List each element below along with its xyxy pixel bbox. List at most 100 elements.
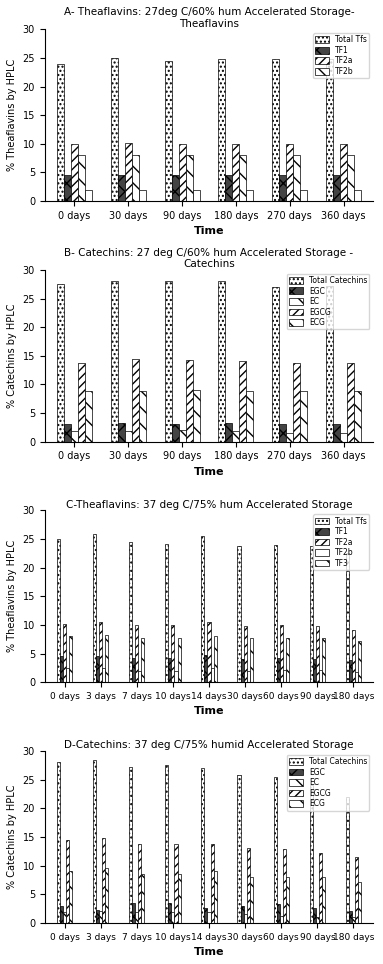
Bar [66, 668, 69, 683]
Bar [293, 362, 300, 442]
Bar [214, 636, 217, 683]
Bar [286, 637, 289, 683]
Bar [346, 797, 349, 923]
Bar [246, 391, 254, 442]
Bar [349, 660, 352, 683]
Bar [138, 844, 141, 923]
Bar [226, 175, 232, 201]
Bar [347, 155, 354, 201]
Bar [247, 848, 250, 923]
Bar [211, 844, 214, 923]
Bar [226, 423, 232, 442]
Bar [99, 911, 102, 923]
Bar [165, 544, 168, 683]
Bar [283, 670, 286, 683]
Bar [69, 636, 72, 683]
Bar [186, 155, 193, 201]
Bar [171, 625, 174, 683]
Bar [250, 877, 253, 923]
Bar [310, 546, 313, 683]
Bar [280, 625, 283, 683]
Bar [141, 874, 144, 923]
Bar [132, 902, 135, 923]
Bar [340, 144, 347, 201]
Title: D-Catechins: 37 deg C/75% humid Accelerated Storage: D-Catechins: 37 deg C/75% humid Accelera… [64, 740, 354, 750]
Bar [99, 622, 102, 683]
Title: B- Catechins: 27 deg C/60% hum Accelerated Storage -
Catechins: B- Catechins: 27 deg C/60% hum Accelerat… [64, 248, 354, 269]
Bar [277, 658, 280, 683]
Bar [201, 536, 205, 683]
Bar [71, 144, 78, 201]
Bar [349, 911, 352, 923]
Bar [60, 905, 63, 923]
Bar [57, 763, 60, 923]
Bar [300, 190, 307, 201]
Bar [193, 390, 200, 442]
Bar [118, 175, 125, 201]
Bar [214, 871, 217, 923]
Bar [78, 362, 85, 442]
Bar [132, 657, 135, 683]
Bar [193, 190, 200, 201]
Bar [277, 904, 280, 923]
Bar [125, 431, 132, 442]
Bar [250, 637, 253, 683]
Bar [172, 424, 178, 442]
Bar [172, 175, 178, 201]
Bar [247, 671, 250, 683]
Bar [300, 391, 307, 442]
Legend: Total Tfs, TF1, TF2a, TF2b, TF3: Total Tfs, TF1, TF2a, TF2b, TF3 [313, 514, 370, 570]
Bar [244, 914, 247, 923]
Bar [286, 144, 293, 201]
Bar [105, 869, 108, 923]
Bar [141, 637, 144, 683]
Legend: Total Tfs, TF1, TF2a, TF2b: Total Tfs, TF1, TF2a, TF2b [313, 33, 370, 78]
Bar [355, 857, 358, 923]
Bar [319, 670, 322, 683]
Bar [139, 391, 146, 442]
Bar [239, 362, 246, 442]
Bar [139, 190, 146, 201]
Bar [322, 637, 325, 683]
Y-axis label: % Catechins by HPLC: % Catechins by HPLC [7, 785, 17, 889]
Bar [69, 871, 72, 923]
Bar [273, 777, 277, 923]
Bar [177, 874, 180, 923]
Bar [218, 281, 226, 442]
Bar [125, 143, 132, 201]
Bar [241, 905, 244, 923]
Bar [273, 545, 277, 683]
Bar [171, 913, 174, 923]
Bar [354, 190, 361, 201]
Bar [174, 844, 177, 923]
Bar [340, 433, 347, 442]
Y-axis label: % Theaflavins by HPLC: % Theaflavins by HPLC [7, 540, 17, 653]
Bar [66, 840, 69, 923]
Bar [237, 775, 241, 923]
Bar [174, 671, 177, 683]
X-axis label: Time: Time [194, 467, 224, 477]
Bar [64, 175, 71, 201]
Bar [208, 913, 211, 923]
X-axis label: Time: Time [194, 707, 224, 716]
Bar [205, 908, 208, 923]
Bar [279, 424, 286, 442]
Bar [326, 59, 333, 201]
Bar [63, 913, 66, 923]
Bar [201, 768, 205, 923]
Bar [239, 155, 246, 201]
Bar [118, 423, 125, 442]
Bar [286, 433, 293, 442]
Title: C-Theaflavins: 37 deg C/75% hum Accelerated Storage: C-Theaflavins: 37 deg C/75% hum Accelera… [66, 499, 352, 510]
Bar [316, 917, 319, 923]
Bar [178, 430, 186, 442]
Bar [165, 765, 168, 923]
Bar [347, 362, 354, 442]
Bar [64, 424, 71, 442]
Bar [78, 155, 85, 201]
X-axis label: Time: Time [194, 947, 224, 957]
Bar [93, 760, 96, 923]
Bar [105, 635, 108, 683]
Bar [138, 671, 141, 683]
Bar [135, 625, 138, 683]
